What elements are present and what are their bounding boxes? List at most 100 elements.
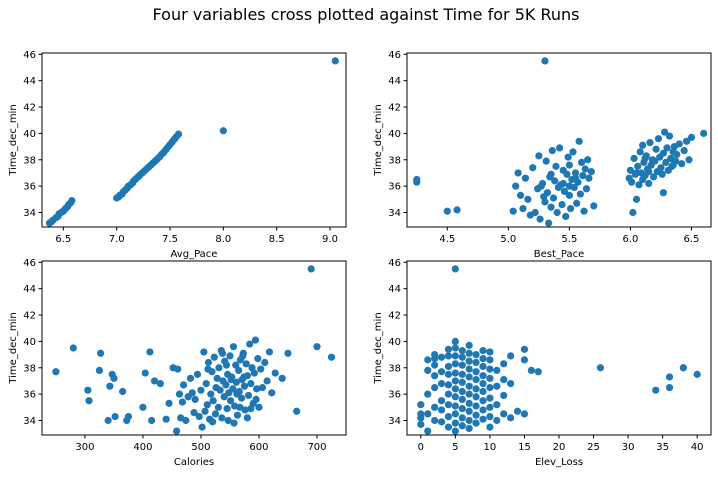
data-point (165, 399, 173, 407)
y-tick-label: 40 (23, 337, 36, 348)
data-point (178, 398, 186, 406)
data-point (204, 365, 212, 373)
data-point (465, 365, 473, 373)
data-point (162, 415, 170, 423)
data-point (218, 414, 226, 422)
data-point (465, 349, 473, 357)
data-point (173, 427, 181, 435)
data-point (486, 348, 494, 356)
data-point (558, 200, 566, 209)
data-point (246, 340, 254, 348)
data-point (451, 410, 459, 418)
y-axis-label: Time_dec_min (373, 312, 384, 384)
data-point (507, 379, 515, 388)
data-point (224, 416, 232, 425)
data-point (500, 360, 508, 368)
data-point (139, 403, 147, 411)
data-point (188, 389, 196, 397)
data-point (293, 407, 301, 415)
data-point (111, 412, 119, 421)
data-point (417, 420, 425, 429)
data-point (500, 410, 508, 418)
data-point (444, 362, 453, 371)
data-point (507, 352, 515, 360)
data-point (233, 411, 242, 419)
data-point (307, 265, 315, 273)
data-point (207, 390, 215, 398)
data-point (639, 141, 647, 149)
x-tick-label: 400 (133, 442, 152, 453)
data-point (577, 158, 586, 167)
data-point (659, 149, 667, 157)
y-tick-label: 40 (23, 129, 36, 140)
data-point (465, 390, 473, 398)
data-point (479, 415, 487, 423)
data-point (465, 407, 473, 415)
data-point (652, 145, 660, 153)
data-point (191, 395, 199, 404)
data-point (451, 402, 459, 410)
data-point (214, 403, 222, 411)
data-point (479, 347, 487, 355)
y-tick-label: 40 (388, 129, 401, 140)
data-point (650, 173, 658, 181)
data-point (465, 357, 473, 365)
data-point (190, 408, 198, 417)
data-point (513, 407, 522, 415)
data-point (437, 368, 446, 376)
data-point (141, 369, 149, 377)
data-point (563, 170, 571, 178)
data-point (230, 419, 238, 427)
data-point (548, 146, 556, 155)
data-point (209, 397, 217, 405)
data-point (581, 165, 589, 173)
data-point (202, 379, 210, 388)
data-point (565, 182, 573, 190)
data-point (465, 341, 473, 349)
x-tick-label: 5.0 (500, 234, 516, 245)
data-point (657, 164, 665, 172)
data-point (629, 208, 637, 217)
y-tick-label: 46 (23, 258, 36, 269)
data-point (549, 194, 558, 202)
x-axis-label: Elev_Loss (535, 457, 583, 468)
data-point (645, 179, 653, 188)
data-point (636, 148, 644, 156)
data-point (444, 412, 453, 421)
data-point (431, 350, 439, 359)
data-point (451, 344, 459, 352)
data-point (486, 423, 494, 431)
data-point (247, 379, 255, 388)
data-point (479, 406, 487, 414)
x-axis-label: Calories (174, 457, 214, 468)
data-point (542, 157, 550, 165)
data-point (634, 162, 642, 170)
data-point (458, 353, 466, 361)
y-tick-label: 44 (388, 284, 401, 295)
x-tick-label: 0 (418, 442, 424, 453)
data-point (106, 382, 114, 390)
data-point (472, 376, 480, 384)
data-point (580, 207, 588, 215)
data-point (493, 401, 501, 409)
data-point (254, 354, 262, 363)
data-point (472, 411, 480, 419)
data-point (250, 369, 258, 377)
data-point (413, 175, 421, 184)
data-point (632, 195, 641, 203)
data-point (451, 369, 459, 377)
x-tick-label: 30 (622, 442, 635, 453)
data-point (479, 397, 487, 405)
figure-title: Four variables cross plotted against Tim… (153, 5, 580, 24)
y-tick-label: 46 (23, 50, 36, 61)
data-point (486, 374, 494, 382)
y-tick-label: 36 (388, 182, 401, 193)
data-point (84, 386, 92, 394)
x-tick-label: 8.0 (215, 234, 231, 245)
data-point (584, 156, 592, 164)
data-point (85, 397, 93, 405)
data-point (663, 144, 671, 152)
x-tick-label: 35 (656, 442, 669, 453)
data-point (327, 353, 336, 361)
data-point (261, 358, 269, 367)
